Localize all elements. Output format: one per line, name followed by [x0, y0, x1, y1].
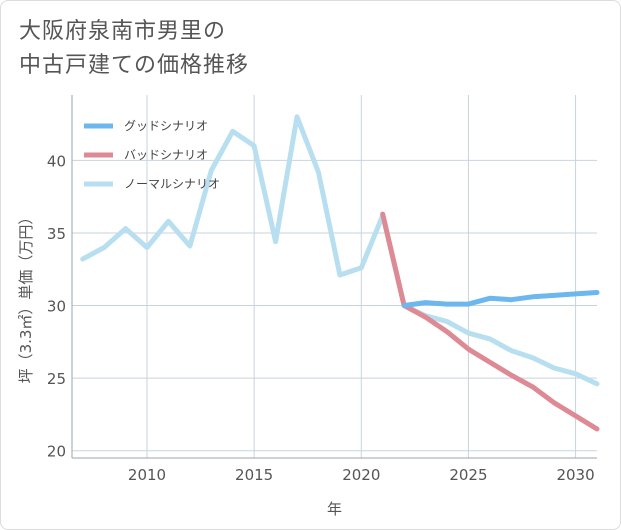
- y-tick-label-20: 20: [47, 443, 66, 461]
- chart-title: 大阪府泉南市男里の 中古戸建ての価格推移: [19, 15, 249, 83]
- x-tick-label-2025: 2025: [449, 466, 487, 484]
- series-line-0: [401, 290, 600, 308]
- legend-label-0: グッドシナリオ: [124, 119, 208, 133]
- x-tick-label-2015: 2015: [235, 466, 273, 484]
- x-axis-label: 年: [327, 500, 342, 518]
- x-tick-label-2010: 2010: [128, 466, 166, 484]
- y-tick-label-35: 35: [47, 225, 66, 243]
- chart-title-line-2: 中古戸建ての価格推移: [19, 53, 250, 78]
- chart-title-line-1: 大阪府泉南市男里の: [19, 19, 227, 44]
- y-tick-label-30: 30: [47, 298, 66, 316]
- x-tick-label-2030: 2030: [556, 466, 594, 484]
- legend-label-1: バッドシナリオ: [124, 148, 208, 162]
- series-line-2: [80, 114, 600, 387]
- y-tick-label-25: 25: [47, 370, 66, 388]
- series-lines: [80, 114, 600, 432]
- y-tick-label-40: 40: [47, 152, 66, 170]
- y-axis-label: 坪（3.3㎡）単価（万円）: [17, 210, 35, 384]
- series-line-1: [380, 211, 600, 432]
- x-tick-label-2020: 2020: [342, 466, 380, 484]
- legend-label-2: ノーマルシナリオ: [124, 177, 220, 191]
